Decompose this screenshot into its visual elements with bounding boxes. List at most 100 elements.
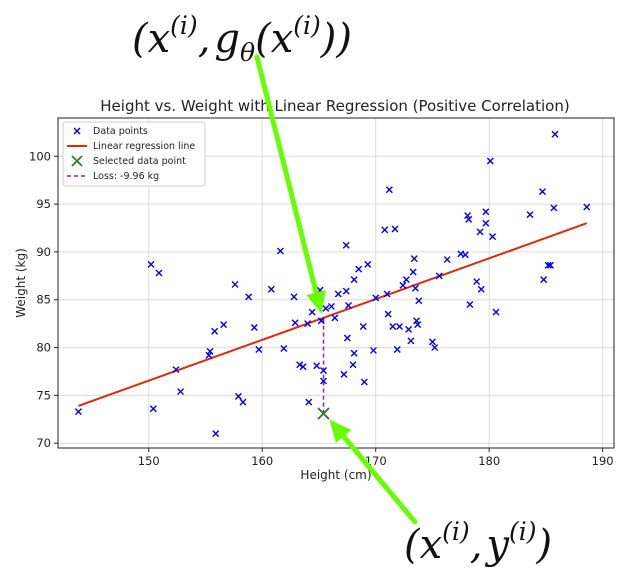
data-point bbox=[296, 361, 304, 369]
data-point bbox=[492, 308, 500, 316]
data-point bbox=[461, 251, 469, 259]
data-point bbox=[482, 219, 490, 227]
top-label-x2: x bbox=[271, 16, 294, 62]
selected-point-group bbox=[317, 407, 330, 420]
data-point bbox=[350, 276, 358, 284]
data-point bbox=[149, 405, 157, 413]
y-tick-label: 70 bbox=[36, 436, 51, 450]
y-tick-label: 80 bbox=[36, 341, 51, 355]
data-point bbox=[384, 310, 392, 318]
data-point bbox=[369, 346, 377, 354]
data-point bbox=[414, 321, 422, 329]
data-point bbox=[409, 268, 417, 276]
data-point bbox=[327, 302, 335, 310]
data-point bbox=[320, 367, 328, 375]
data-point bbox=[489, 233, 497, 241]
data-point bbox=[331, 314, 339, 322]
data-point bbox=[342, 287, 350, 295]
chart-title: Height vs. Weight with Linear Regression… bbox=[100, 97, 569, 115]
x-tick-label: 180 bbox=[478, 454, 500, 468]
data-point bbox=[473, 278, 481, 286]
data-point bbox=[544, 261, 552, 269]
top-label-comma: , bbox=[198, 16, 211, 62]
data-point bbox=[431, 344, 439, 352]
data-point bbox=[231, 280, 239, 288]
data-point bbox=[476, 228, 484, 236]
y-tick-label: 75 bbox=[36, 388, 51, 402]
data-point bbox=[428, 338, 436, 346]
data-point bbox=[546, 261, 554, 269]
top-label-theta: θ bbox=[240, 38, 255, 67]
data-point bbox=[364, 260, 372, 268]
data-point bbox=[443, 256, 451, 264]
data-point bbox=[147, 260, 155, 268]
data-point bbox=[299, 363, 307, 371]
legend-icon-selected-point bbox=[71, 155, 83, 167]
data-point bbox=[343, 334, 351, 342]
data-point bbox=[410, 255, 418, 263]
data-point bbox=[385, 186, 393, 194]
data-point bbox=[383, 290, 391, 298]
data-point bbox=[405, 325, 413, 333]
legend-label-regression-line: Linear regression line bbox=[93, 141, 195, 152]
selected-data-point bbox=[317, 407, 330, 420]
data-point bbox=[220, 321, 228, 329]
annotation-arrows bbox=[254, 54, 418, 525]
data-point bbox=[304, 320, 312, 328]
data-point bbox=[305, 398, 313, 406]
data-point bbox=[172, 366, 180, 374]
data-point bbox=[407, 337, 415, 345]
data-point bbox=[276, 247, 284, 255]
data-point bbox=[155, 269, 163, 277]
data-point bbox=[313, 362, 321, 370]
bottom-label-y: y bbox=[484, 522, 510, 568]
y-tick-label: 90 bbox=[36, 245, 51, 259]
data-point bbox=[402, 276, 410, 284]
data-point bbox=[415, 297, 423, 305]
plot-frame bbox=[57, 117, 615, 449]
data-point bbox=[308, 308, 316, 316]
top-math-label: (x(i), gθ(x(i))) bbox=[132, 11, 352, 67]
bottom-label-superscript-1: (i) bbox=[442, 517, 470, 546]
data-point bbox=[340, 370, 348, 378]
data-point bbox=[540, 276, 548, 284]
data-point bbox=[355, 265, 363, 273]
x-tick-label: 160 bbox=[251, 454, 273, 468]
top-label-superscript-2: (i) bbox=[293, 11, 321, 40]
data-point bbox=[291, 319, 299, 327]
data-point bbox=[360, 378, 368, 386]
data-point bbox=[344, 301, 352, 309]
data-point bbox=[239, 398, 247, 406]
x-axis-label: Height (cm) bbox=[300, 468, 371, 482]
arrow-to-prediction bbox=[254, 54, 326, 314]
arrow-to-selected-point bbox=[329, 419, 418, 525]
data-point bbox=[482, 208, 490, 216]
top-label-superscript-1: (i) bbox=[170, 11, 198, 40]
data-point bbox=[267, 285, 275, 293]
data-point bbox=[211, 327, 219, 335]
legend-box bbox=[62, 121, 206, 187]
top-label-close: )) bbox=[320, 16, 352, 62]
y-tick-label: 95 bbox=[36, 197, 51, 211]
data-point bbox=[280, 345, 288, 353]
data-point bbox=[526, 211, 534, 219]
data-point bbox=[74, 408, 82, 416]
data-point bbox=[389, 323, 397, 331]
legend-icon-data-points bbox=[73, 127, 81, 135]
data-points bbox=[74, 130, 591, 438]
data-point bbox=[396, 323, 404, 331]
data-point bbox=[342, 241, 350, 249]
data-point bbox=[399, 281, 407, 289]
x-tick-label: 190 bbox=[592, 454, 614, 468]
data-point bbox=[411, 284, 419, 292]
y-tick-label: 85 bbox=[36, 293, 51, 307]
data-point bbox=[350, 349, 358, 357]
data-point bbox=[255, 345, 263, 353]
data-point bbox=[359, 323, 367, 331]
data-point bbox=[486, 157, 494, 165]
data-point bbox=[393, 345, 401, 353]
top-label-x: x bbox=[148, 16, 171, 62]
data-point bbox=[349, 361, 357, 369]
